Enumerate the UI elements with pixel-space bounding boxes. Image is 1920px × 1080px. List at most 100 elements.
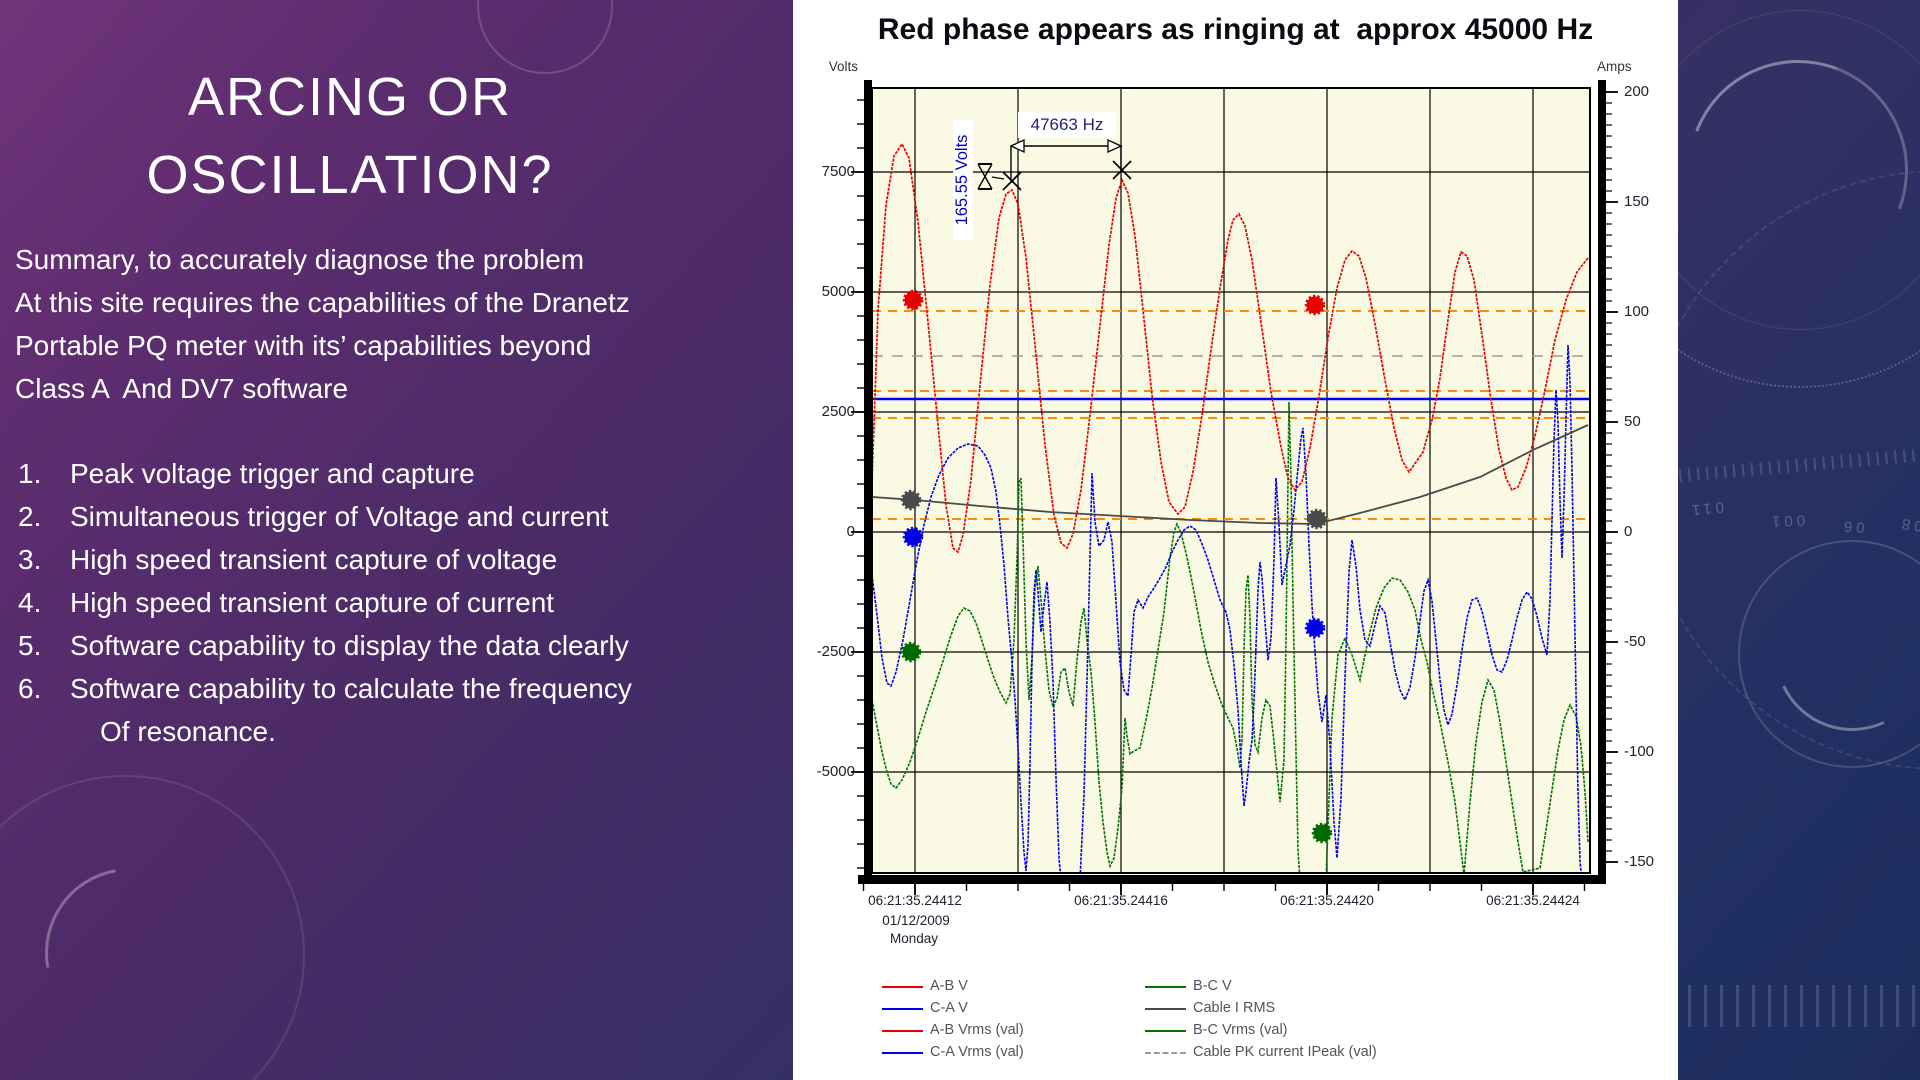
chart-panel: Red phase appears as ringing at approx 4… [793,0,1678,1080]
value-marker [902,289,924,311]
legend-label: B-C Vrms (val) [1193,1022,1288,1038]
list-item: 4. High speed transient capture of curren… [15,581,795,624]
legend-swatch-line [882,1052,923,1054]
voltage-annotation: 165.55 Volts [953,120,973,240]
left-axis-tick-label: 0 [846,523,855,540]
annotation-connector [991,176,1005,180]
list-text: Peak voltage trigger and capture [70,458,475,489]
list-number: 6. [18,673,42,704]
legend-label: A-B Vrms (val) [930,1022,1024,1038]
list-text: Software capability to display the data … [70,630,629,661]
slide-title-line2: OSCILLATION? [146,145,554,205]
ibeam-icon [977,163,993,190]
arrowhead-right-icon [1107,138,1123,154]
legend-swatch-line [882,986,923,988]
series-cable-i-rms [873,424,1589,525]
chart-title: Red phase appears as ringing at approx 4… [877,13,1594,46]
legend-swatch-line [882,1030,923,1032]
left-axis-bar [864,80,872,884]
right-axis-tick-label: -150 [1624,853,1655,870]
decor-arc [11,834,249,1072]
left-axis-tick-label: -2500 [816,643,855,660]
list-text: High speed transient capture of current [70,587,555,618]
legend-label: Cable PK current IPeak (val) [1193,1044,1377,1060]
list-number: 5. [18,630,42,661]
bottom-axis-bar [858,875,1602,884]
legend-swatch-dashed [1145,1052,1186,1054]
list-continuation: Of resonance. [100,716,276,747]
paragraph-line: Class A And DV7 software [15,373,349,404]
left-axis-unit-label: Volts [828,59,858,74]
decor-circle [1640,10,1920,330]
list-number: 1. [18,458,42,489]
decor-gauge-number: 001 [1767,511,1806,530]
legend-label: Cable I RMS [1193,1000,1276,1016]
series-c-a-v [873,344,1582,872]
legend-label: A-B V [930,978,968,994]
value-marker [900,489,922,511]
value-marker [902,526,924,548]
list-text: Software capability to calculate the fre… [70,673,632,704]
list-item: 2. Simultaneous trigger of Voltage and cu… [15,495,795,538]
paragraph-line: At this site requires the capabilities o… [15,287,630,318]
right-axis-tick-label: 50 [1624,413,1641,430]
measurement-annotation [977,138,1132,191]
value-marker [1304,617,1326,639]
right-axis-bar [1598,80,1606,884]
legend-label: C-A V [930,1000,968,1016]
decor-circle [0,775,305,1080]
value-marker [1311,822,1333,844]
arrowhead-left-icon [1009,138,1025,154]
legend-swatch-line [1145,1008,1186,1010]
x-marker-icon [1112,160,1132,180]
list-number: 2. [18,501,42,532]
slide-title: ARCING OR OSCILLATION? [35,58,665,214]
decor-gauge-number: 011 [1687,498,1725,519]
right-axis-tick-label: 200 [1624,83,1650,100]
list-number: 4. [18,587,42,618]
list-text: High speed transient capture of voltage [70,544,558,575]
value-marker [900,641,922,663]
list-item: 3. High speed transient capture of voltag… [15,538,795,581]
list-item: 5. Software capability to display the dat… [15,624,795,667]
legend-label: C-A Vrms (val) [930,1044,1024,1060]
legend-swatch-line [882,1008,923,1010]
list-number: 3. [18,544,42,575]
x-axis-tick-label: 06:21:35.24420 [1280,893,1374,908]
summary-paragraph: Summary, to accurately diagnose the prob… [15,238,785,410]
decor-circle [1738,540,1920,768]
capability-list: 1. Peak voltage trigger and capture 2. Simu… [15,452,795,753]
x-axis-tick-label: 06:21:35.24424 [1486,893,1580,908]
paragraph-line: Portable PQ meter with its’ capabilities… [15,330,592,361]
series-a-b-v [873,142,1589,554]
series-b-c-v [873,401,1589,872]
legend-swatch-line [1145,986,1186,988]
decor-gauge-number: 08 [1896,514,1920,535]
value-marker [1306,508,1328,530]
right-axis-tick-label: -50 [1624,633,1646,650]
legend-label: B-C V [1193,978,1232,994]
x-axis-day-label: Monday [889,931,939,946]
frequency-annotation: 47663 Hz [1018,112,1116,138]
right-axis-tick-label: -100 [1624,743,1655,760]
plot-content [873,142,1589,872]
slide-title-line1: ARCING OR [187,67,513,127]
decor-arc [1753,555,1920,753]
paragraph-line: Summary, to accurately diagnose the prob… [15,244,585,275]
decor-dashed-circle [1640,170,1920,770]
right-axis-unit-label: Amps [1597,59,1632,74]
waveform-chart [851,80,1618,895]
list-item: 1. Peak voltage trigger and capture [15,452,795,495]
right-axis-tick-label: 100 [1624,303,1650,320]
list-item: 6. Software capability to calculate the f… [15,667,795,710]
decor-arc [1652,24,1920,316]
left-axis-tick-label: 5000 [821,283,855,300]
x-axis-date-label: 01/12/2009 [882,913,950,928]
value-marker [1304,294,1326,316]
left-axis-tick-label: 2500 [821,403,855,420]
left-axis-tick-label: 7500 [821,163,855,180]
plot-background [872,88,1590,873]
x-axis-tick-label: 06:21:35.24412 [868,893,962,908]
legend-swatch-line [1145,1030,1186,1032]
